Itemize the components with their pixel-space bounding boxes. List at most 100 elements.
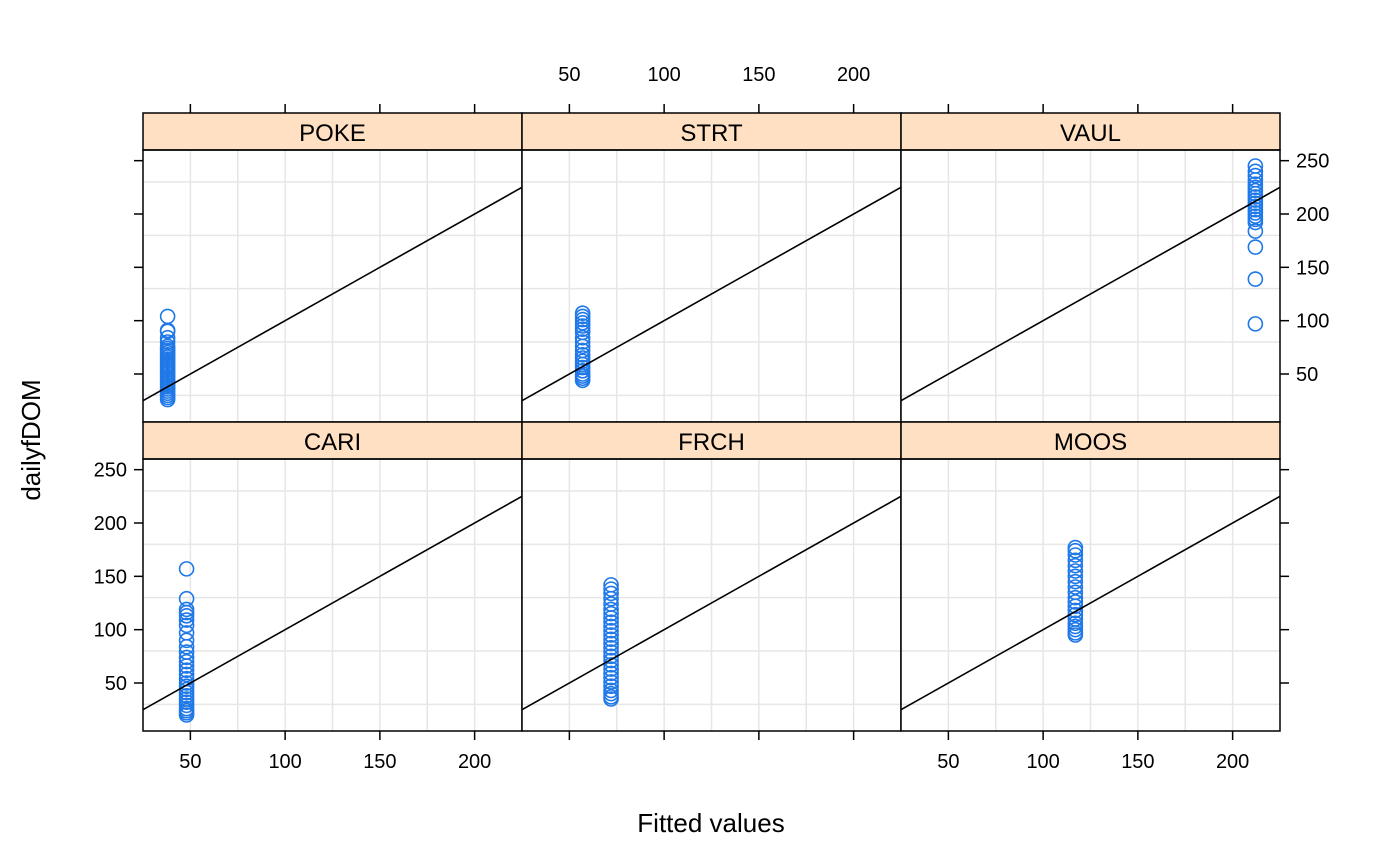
x-tick-label: 200 (458, 751, 491, 773)
y-tick-label: 200 (94, 513, 127, 535)
data-point (178, 653, 195, 670)
panel-border (900, 458, 1281, 732)
data-point (1067, 542, 1084, 559)
reference-line (521, 495, 902, 711)
y-tick-label: 250 (1296, 151, 1329, 173)
y-tick-label: 100 (94, 620, 127, 642)
data-point (159, 323, 176, 340)
data-point (603, 618, 619, 635)
data-point (178, 638, 195, 655)
x-tick-label: 50 (937, 751, 959, 773)
x-tick-label: 150 (363, 751, 396, 773)
reference-line (900, 495, 1281, 711)
data-point (603, 665, 619, 682)
data-point (603, 631, 619, 648)
data-point (159, 391, 176, 408)
x-tick-label: 50 (558, 64, 580, 86)
data-point (603, 674, 619, 690)
panel-strip (900, 421, 1281, 460)
data-point (603, 585, 619, 602)
data-point (603, 652, 619, 669)
data-point (1067, 552, 1084, 569)
data-point (1247, 167, 1264, 184)
data-point (603, 657, 619, 673)
data-point (1247, 271, 1264, 287)
panel-strip (521, 112, 902, 151)
x-tick-label: 50 (179, 751, 201, 773)
data-point (178, 649, 195, 666)
data-point (603, 601, 619, 618)
reference-line (142, 186, 523, 402)
data-point (574, 329, 591, 346)
panel-strip-label: STRT (680, 120, 743, 147)
data-point (1067, 579, 1084, 595)
data-point (178, 617, 195, 634)
x-tick-label: 100 (1026, 751, 1059, 773)
data-point (1067, 573, 1084, 590)
panel-strip-label: CARI (304, 429, 361, 456)
data-point (178, 658, 195, 674)
data-point (178, 662, 195, 679)
data-point (603, 590, 619, 607)
y-tick-label: 50 (105, 673, 127, 695)
y-tick-label: 200 (1296, 204, 1329, 226)
reference-line (142, 495, 523, 711)
reference-line (900, 186, 1281, 402)
data-point (1067, 557, 1084, 574)
data-point (1067, 563, 1084, 579)
x-tick-label: 100 (268, 751, 301, 773)
y-tick-label: 50 (1296, 364, 1318, 386)
x-tick-label: 200 (1216, 751, 1249, 773)
data-point (1067, 594, 1084, 610)
data-point (1067, 598, 1084, 615)
y-axis-title: dailyfDOM (16, 379, 46, 500)
data-point (603, 669, 619, 686)
data-point (603, 678, 619, 695)
x-tick-label: 100 (647, 64, 680, 86)
data-point (603, 635, 619, 652)
data-point (603, 661, 619, 677)
data-point (603, 581, 619, 597)
panel-strip (142, 112, 523, 151)
panel-strip-label: VAUL (1060, 120, 1121, 147)
y-tick-label: 250 (94, 460, 127, 482)
data-point (603, 605, 619, 622)
data-point (603, 691, 619, 707)
data-point (603, 614, 619, 631)
x-tick-label: 150 (742, 64, 775, 86)
data-point (1067, 602, 1084, 619)
data-point (1247, 316, 1264, 332)
data-point (1067, 568, 1084, 585)
data-point (603, 610, 619, 626)
data-point (159, 334, 176, 350)
panel-strip-label: MOOS (1054, 429, 1127, 456)
y-tick-label: 150 (94, 566, 127, 588)
data-point (178, 561, 195, 577)
reference-line (521, 186, 902, 402)
data-point (1067, 589, 1084, 606)
panel-strip-label: POKE (299, 120, 366, 147)
y-tick-label: 100 (1296, 311, 1329, 333)
data-point (1247, 223, 1264, 239)
data-point (1247, 239, 1264, 255)
data-point (178, 707, 195, 723)
data-point (603, 627, 619, 643)
data-point (178, 632, 195, 649)
data-point (178, 612, 195, 628)
x-axis-title: Fitted values (637, 808, 784, 838)
panel-strip (521, 421, 902, 460)
panel-strip-label: FRCH (678, 429, 745, 456)
data-point (178, 666, 195, 683)
data-point (574, 338, 591, 355)
data-point (1067, 627, 1084, 643)
data-point (574, 334, 591, 350)
data-point (603, 639, 619, 656)
data-point (178, 607, 195, 624)
x-tick-label: 200 (837, 64, 870, 86)
y-tick-label: 150 (1296, 257, 1329, 279)
data-point (1067, 547, 1084, 563)
data-point (574, 372, 591, 389)
data-point (159, 329, 176, 346)
